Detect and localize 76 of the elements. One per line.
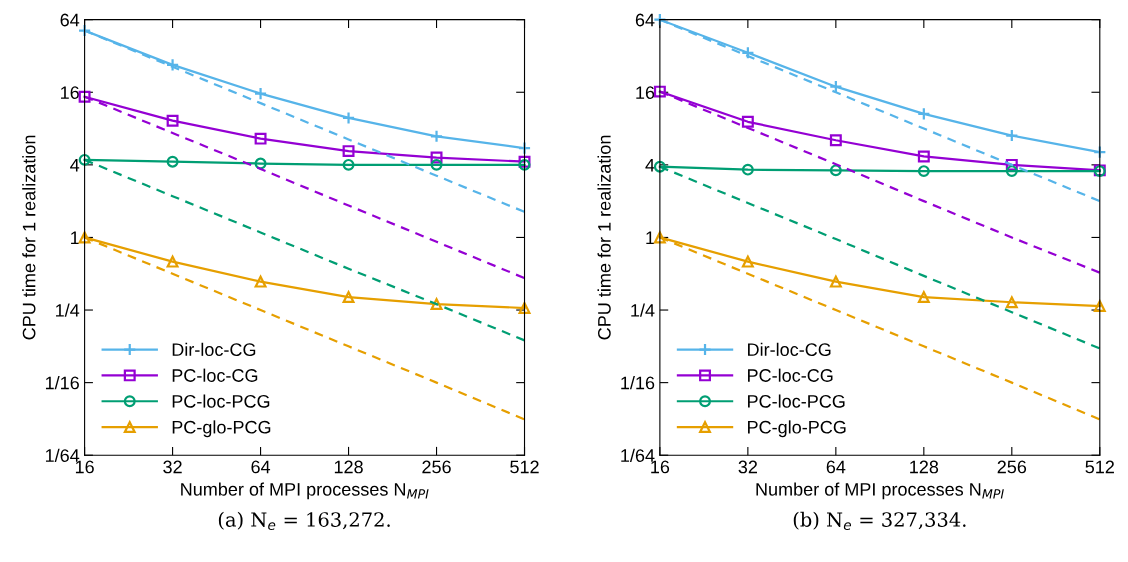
y-tick-label: 64 [60, 13, 80, 27]
point [165, 58, 180, 72]
legend-label: PC-glo-PCG [748, 420, 846, 438]
legend-label: PC-loc-CG [172, 368, 258, 382]
point [341, 111, 356, 125]
y-tick-label: 16 [636, 86, 655, 99]
legend-label: Dir-loc-CG [172, 342, 256, 357]
point [166, 114, 179, 127]
point [653, 231, 666, 244]
point [829, 134, 842, 147]
y-tick-label: 1/64 [621, 448, 655, 462]
point [829, 164, 842, 177]
x-tick-label: 64 [251, 460, 271, 474]
x-axis-title: Number of MPI processes N$_{MPI}$ [181, 482, 429, 500]
y-tick-label: 4 [645, 158, 655, 172]
point [741, 163, 754, 176]
point [829, 275, 842, 288]
point [1005, 158, 1018, 171]
point [429, 129, 444, 143]
legend-label: PC-loc-PCG [748, 394, 845, 408]
x-tick-label: 512 [510, 460, 539, 474]
y-tick-label: 1/64 [45, 448, 80, 462]
x-tick-label: 32 [738, 460, 757, 474]
point [254, 275, 267, 288]
text: (a) N$_{e}$ = 163,272. [218, 511, 390, 530]
point [166, 155, 179, 168]
y-axis-title: CPU time for 1 realization [22, 135, 36, 340]
point [430, 158, 443, 171]
y-axis-title: CPU time for 1 realization [597, 135, 611, 340]
point [917, 150, 930, 163]
point [917, 165, 930, 178]
point [1093, 300, 1106, 312]
point [78, 153, 91, 166]
point [653, 85, 666, 98]
y-tick-label: 1/16 [45, 376, 79, 390]
point [253, 86, 268, 101]
x-tick-label: 64 [826, 460, 846, 474]
y-tick-label: 1/4 [56, 303, 80, 317]
point [917, 107, 931, 121]
x-tick-label: 256 [422, 460, 451, 474]
point [1005, 296, 1018, 309]
point [342, 158, 355, 171]
x-tick-label: 128 [910, 460, 939, 474]
point [254, 132, 267, 145]
point [254, 157, 267, 170]
text: (b) N$_{e}$ = 327,334. [793, 511, 966, 530]
legend-label: PC-glo-PCG [172, 420, 271, 438]
point [78, 90, 91, 103]
point [78, 231, 91, 244]
x-axis-title: Number of MPI processes N$_{MPI}$ [756, 482, 1004, 500]
x-tick-label: 256 [997, 460, 1027, 474]
x-tick-label: 32 [163, 460, 182, 474]
point [741, 115, 754, 128]
legend-label: PC-loc-PCG [172, 394, 270, 408]
y-tick-label: 1/4 [631, 303, 655, 317]
point [342, 145, 355, 158]
x-tick-label: 512 [1085, 460, 1114, 474]
x-tick-label: 128 [334, 460, 363, 474]
y-tick-label: 1/16 [621, 376, 655, 390]
point [430, 151, 443, 164]
point [741, 255, 754, 268]
point [166, 255, 179, 268]
y-tick-label: 4 [70, 158, 80, 172]
y-tick-label: 64 [635, 13, 655, 27]
legend-label: PC-loc-CG [748, 368, 833, 382]
point [1093, 145, 1107, 159]
legend-label: Dir-loc-CG [748, 342, 831, 357]
y-tick-label: 1 [646, 231, 655, 244]
y-tick-label: 16 [61, 86, 79, 99]
point [517, 141, 532, 155]
point [1005, 165, 1018, 178]
point [518, 302, 531, 314]
point [829, 80, 843, 94]
point [741, 46, 755, 60]
y-tick-label: 1 [71, 231, 79, 244]
point [1005, 128, 1019, 143]
